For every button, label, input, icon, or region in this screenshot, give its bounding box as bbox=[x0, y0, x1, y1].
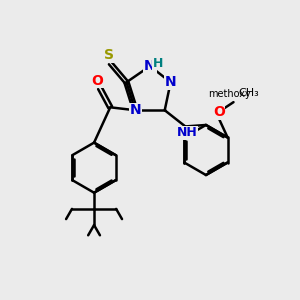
Text: CH₃: CH₃ bbox=[238, 88, 259, 98]
Text: N: N bbox=[165, 75, 176, 89]
Text: H: H bbox=[153, 57, 164, 70]
Text: S: S bbox=[104, 48, 114, 62]
Text: methoxy: methoxy bbox=[208, 89, 250, 99]
Text: O: O bbox=[213, 106, 225, 119]
Text: O: O bbox=[91, 74, 103, 88]
Text: N: N bbox=[144, 59, 156, 73]
Text: NH: NH bbox=[176, 126, 197, 140]
Text: N: N bbox=[130, 103, 141, 117]
